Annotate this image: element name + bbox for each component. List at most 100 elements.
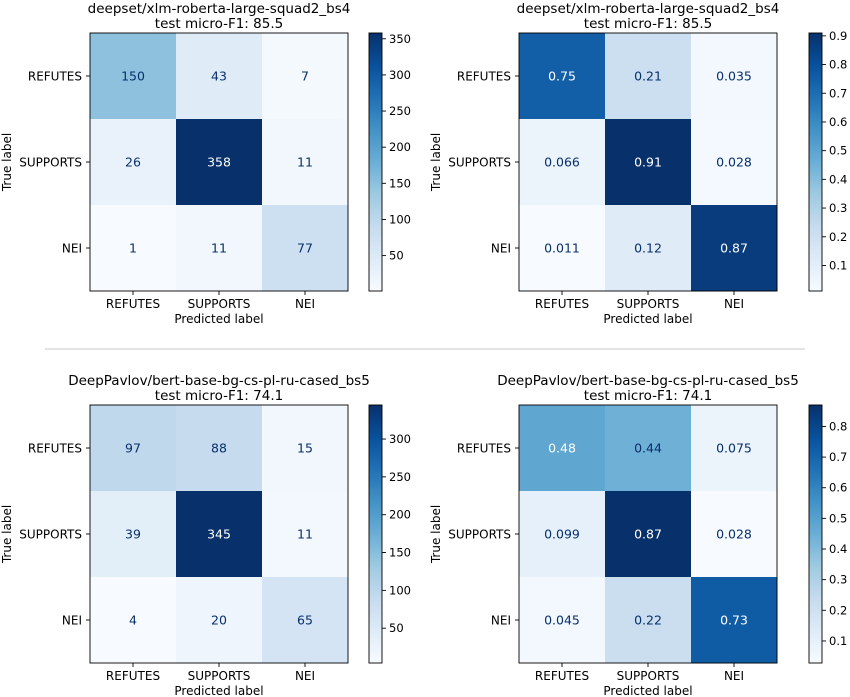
y-tick-label: SUPPORTS	[448, 528, 511, 542]
heatmap-cell	[605, 205, 692, 292]
x-tick-label: SUPPORTS	[617, 297, 680, 311]
cell-value-label: 345	[207, 527, 231, 542]
heatmap-cell	[691, 205, 778, 292]
cell-value-label: 65	[297, 613, 313, 628]
cell-value-label: 0.87	[720, 241, 748, 256]
y-axis-label: True label	[0, 133, 14, 192]
heatmap-cell	[90, 577, 177, 664]
cell-value-label: 0.22	[634, 613, 662, 628]
y-tick-label: SUPPORTS	[448, 156, 511, 170]
colorbar-tick-label: 200	[389, 140, 411, 154]
heatmap-cell	[691, 577, 778, 664]
cell-value-label: 7	[301, 69, 309, 84]
cell-value-label: 150	[121, 69, 145, 84]
cell-value-label: 0.066	[544, 155, 580, 170]
colorbar-tick-label: 200	[389, 508, 411, 522]
y-tick-label: REFUTES	[28, 70, 82, 84]
x-tick-label: NEI	[724, 297, 744, 311]
cell-value-label: 97	[125, 441, 141, 456]
colorbar-frame	[808, 32, 823, 292]
colorbar-tick-label: 0.4	[829, 542, 847, 556]
cell-value-label: 11	[211, 241, 227, 256]
heatmap-cell	[262, 577, 349, 664]
heatmap-cell	[519, 577, 606, 664]
panel-3-subtitle: test micro-F1: 74.1	[155, 388, 283, 404]
x-axis-label: Predicted label	[603, 312, 692, 326]
heatmap-cell	[605, 491, 692, 578]
y-tick-label: NEI	[491, 242, 511, 256]
y-tick-label: REFUTES	[457, 442, 511, 456]
cell-value-label: 0.075	[716, 441, 752, 456]
heatmap-cell	[262, 205, 349, 292]
colorbar-tick-label: 250	[389, 470, 411, 484]
cell-value-label: 11	[297, 155, 313, 170]
colorbar-tick-label: 0.1	[829, 258, 847, 272]
panel-2-title: deepset/xlm-roberta-large-squad2_bs4	[517, 1, 780, 17]
cell-value-label: 26	[125, 155, 141, 170]
cell-value-label: 0.045	[544, 613, 580, 628]
cell-value-label: 1	[129, 241, 137, 256]
cell-value-label: 88	[211, 441, 227, 456]
heatmap-cell	[176, 33, 263, 120]
colorbar-tick-label: 0.8	[829, 419, 847, 433]
x-tick-label: REFUTES	[106, 669, 160, 683]
colorbar	[809, 405, 822, 663]
heatmap-cell	[90, 205, 177, 292]
colorbar-frame	[368, 32, 383, 292]
heatmap-cell	[605, 119, 692, 206]
cell-value-label: 11	[297, 527, 313, 542]
y-axis-label: True label	[429, 505, 443, 564]
cell-value-label: 0.028	[716, 155, 752, 170]
colorbar-tick-label: 0.6	[829, 115, 847, 129]
colorbar-tick-label: 300	[389, 432, 411, 446]
colorbar-tick-label: 150	[389, 546, 411, 560]
x-axis-label: Predicted label	[603, 684, 692, 697]
x-tick-label: SUPPORTS	[188, 297, 251, 311]
cell-value-label: 0.48	[548, 441, 576, 456]
heatmap-cell	[605, 33, 692, 120]
x-tick-label: SUPPORTS	[617, 669, 680, 683]
heatmap-cell	[176, 119, 263, 206]
cell-value-label: 77	[297, 241, 313, 256]
heatmap-cell	[176, 577, 263, 664]
colorbar-tick-label: 0.3	[829, 573, 847, 587]
cell-value-label: 0.099	[544, 527, 580, 542]
colorbar-tick-label: 50	[389, 249, 404, 263]
colorbar	[369, 33, 382, 291]
cell-value-label: 0.75	[548, 69, 576, 84]
colorbar-tick-label: 0.3	[829, 201, 847, 215]
colorbar-tick-label: 250	[389, 104, 411, 118]
heatmap-cell	[605, 577, 692, 664]
y-axis-label: True label	[429, 133, 443, 192]
colorbar-tick-label: 50	[389, 621, 404, 635]
colorbar-tick-label: 0.9	[829, 29, 847, 43]
heatmap-cell	[262, 33, 349, 120]
colorbar	[809, 33, 822, 291]
y-axis-label: True label	[0, 505, 14, 564]
heatmap-cell	[691, 405, 778, 492]
heatmap-cell	[262, 119, 349, 206]
panel-4-subtitle: test micro-F1: 74.1	[584, 388, 712, 404]
heatmap-cell	[519, 405, 606, 492]
heatmap-cell	[691, 491, 778, 578]
heatmap-cell	[519, 205, 606, 292]
colorbar-tick-label: 0.4	[829, 172, 847, 186]
cell-value-label: 43	[211, 69, 227, 84]
heatmap-cell	[176, 405, 263, 492]
x-axis-label: Predicted label	[174, 312, 263, 326]
colorbar-tick-label: 150	[389, 176, 411, 190]
cell-value-label: 20	[211, 613, 227, 628]
colorbar-tick-label: 350	[389, 32, 411, 46]
y-tick-label: REFUTES	[28, 442, 82, 456]
panel-1-title: deepset/xlm-roberta-large-squad2_bs4	[88, 1, 351, 17]
heatmap-cell	[262, 491, 349, 578]
colorbar-tick-label: 0.2	[829, 230, 847, 244]
heatmap-cell	[176, 491, 263, 578]
colorbar-tick-label: 0.1	[829, 634, 847, 648]
colorbar	[369, 405, 382, 663]
cell-value-label: 0.21	[634, 69, 662, 84]
colorbar-tick-label: 0.8	[829, 58, 847, 72]
heatmap-cell	[90, 33, 177, 120]
heatmap-cell	[262, 405, 349, 492]
colorbar-tick-label: 100	[389, 212, 411, 226]
